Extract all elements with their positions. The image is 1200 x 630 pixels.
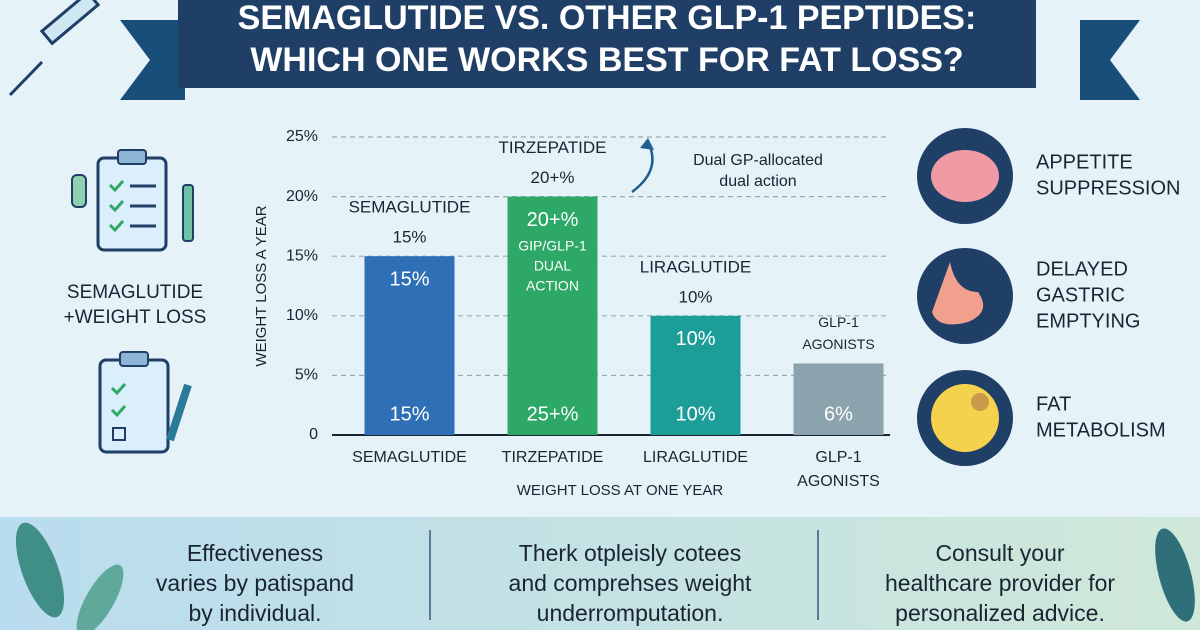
bar-bottom-label: 6% (824, 403, 853, 425)
footer-text: by individual. (189, 600, 322, 626)
footer-text: Effectiveness (187, 540, 323, 566)
footer-text: and comprehses weight (509, 570, 753, 596)
footer-band (0, 517, 1200, 630)
bar-inner-label: GIP/GLP-1 (518, 237, 587, 253)
y-axis-label: WEIGHT LOSS A YEAR (253, 205, 270, 366)
leaf-decoration (15, 522, 1195, 630)
benefit-label: SUPPRESSION (1036, 177, 1180, 199)
footer-text: healthcare provider for (885, 570, 1115, 596)
panel-label: SEMAGLUTIDE (67, 282, 203, 303)
bar-bottom-label: 25+% (527, 403, 579, 425)
benefit-label: APPETITE (1036, 151, 1133, 173)
bar-bottom-label: 10% (675, 403, 715, 425)
bar-annotation: AGONISTS (802, 336, 874, 352)
title-line: WHICH ONE WORKS BEST FOR FAT LOSS? (250, 41, 963, 79)
bar (364, 256, 455, 435)
bar-inner-label: 15% (389, 268, 429, 290)
callout-text: Dual GP-allocated (693, 152, 823, 169)
benefit-label: FAT (1036, 393, 1071, 415)
footer-text: underromputation. (537, 600, 724, 626)
bar-annotation: TIRZEPATIDE (499, 138, 607, 157)
x-axis-label: WEIGHT LOSS AT ONE YEAR (517, 482, 724, 499)
bar (650, 315, 741, 435)
y-tick-label: 5% (295, 367, 318, 384)
benefit-label: DELAYED (1036, 258, 1128, 280)
benefit-label: EMPTYING (1036, 310, 1140, 332)
bar (793, 363, 884, 435)
panel-label: +WEIGHT LOSS (64, 307, 207, 328)
y-tick-label: 10% (286, 307, 318, 324)
x-tick-label: GLP-1 AGONISTS (784, 446, 894, 494)
title-line: SEMAGLUTIDE VS. OTHER GLP-1 PEPTIDES: (238, 0, 977, 37)
callout-arrowhead (640, 138, 654, 150)
benefit-label: METABOLISM (1036, 419, 1166, 441)
bar-bottom-label: 15% (389, 403, 429, 425)
bar-inner-label: DUAL (534, 257, 572, 273)
clipboard-icon (98, 351, 192, 454)
ribbon-end (120, 20, 185, 100)
x-tick-text: GLP-1 AGONISTS (797, 449, 880, 490)
syringe-icon (8, 0, 101, 97)
footer-text: Consult your (935, 540, 1064, 566)
benefit-label: GASTRIC (1036, 284, 1125, 306)
bar-annotation: GLP-1 (818, 314, 859, 330)
banner (178, 0, 1036, 88)
callout-text: dual action (719, 173, 796, 190)
x-tick-label: SEMAGLUTIDE (352, 446, 467, 470)
ribbon-end (1080, 20, 1140, 100)
y-tick-label: 20% (286, 188, 318, 205)
bar-annotation: SEMAGLUTIDE (349, 198, 471, 217)
bar-annotation: LIRAGLUTIDE (640, 257, 751, 276)
bar-inner-label: ACTION (526, 277, 579, 293)
bar-inner-label: 10% (675, 328, 715, 350)
icon-circles (917, 128, 1013, 466)
x-tick-label: LIRAGLUTIDE (641, 446, 751, 470)
y-tick-label: 0 (309, 426, 318, 443)
x-tick-text: SEMAGLUTIDE (352, 449, 467, 466)
y-tick-label: 15% (286, 247, 318, 264)
x-tick-text: TIRZEPATIDE (501, 449, 604, 466)
x-tick-text: LIRAGLUTIDE (643, 449, 748, 466)
footer-text: personalized advice. (895, 600, 1105, 626)
x-tick-label: TIRZEPATIDE (498, 446, 608, 470)
y-tick-label: 25% (286, 128, 318, 145)
bar-annotation: 15% (392, 228, 426, 247)
bar-inner-label: 20+% (527, 209, 579, 231)
footer-text: varies by patispand (156, 570, 354, 596)
bar (507, 196, 598, 435)
bar-annotation: 20+% (531, 168, 575, 187)
footer-text: Therk otpleisly cotees (519, 540, 741, 566)
clipboard-icon (71, 149, 194, 252)
bar-annotation: 10% (678, 287, 712, 306)
